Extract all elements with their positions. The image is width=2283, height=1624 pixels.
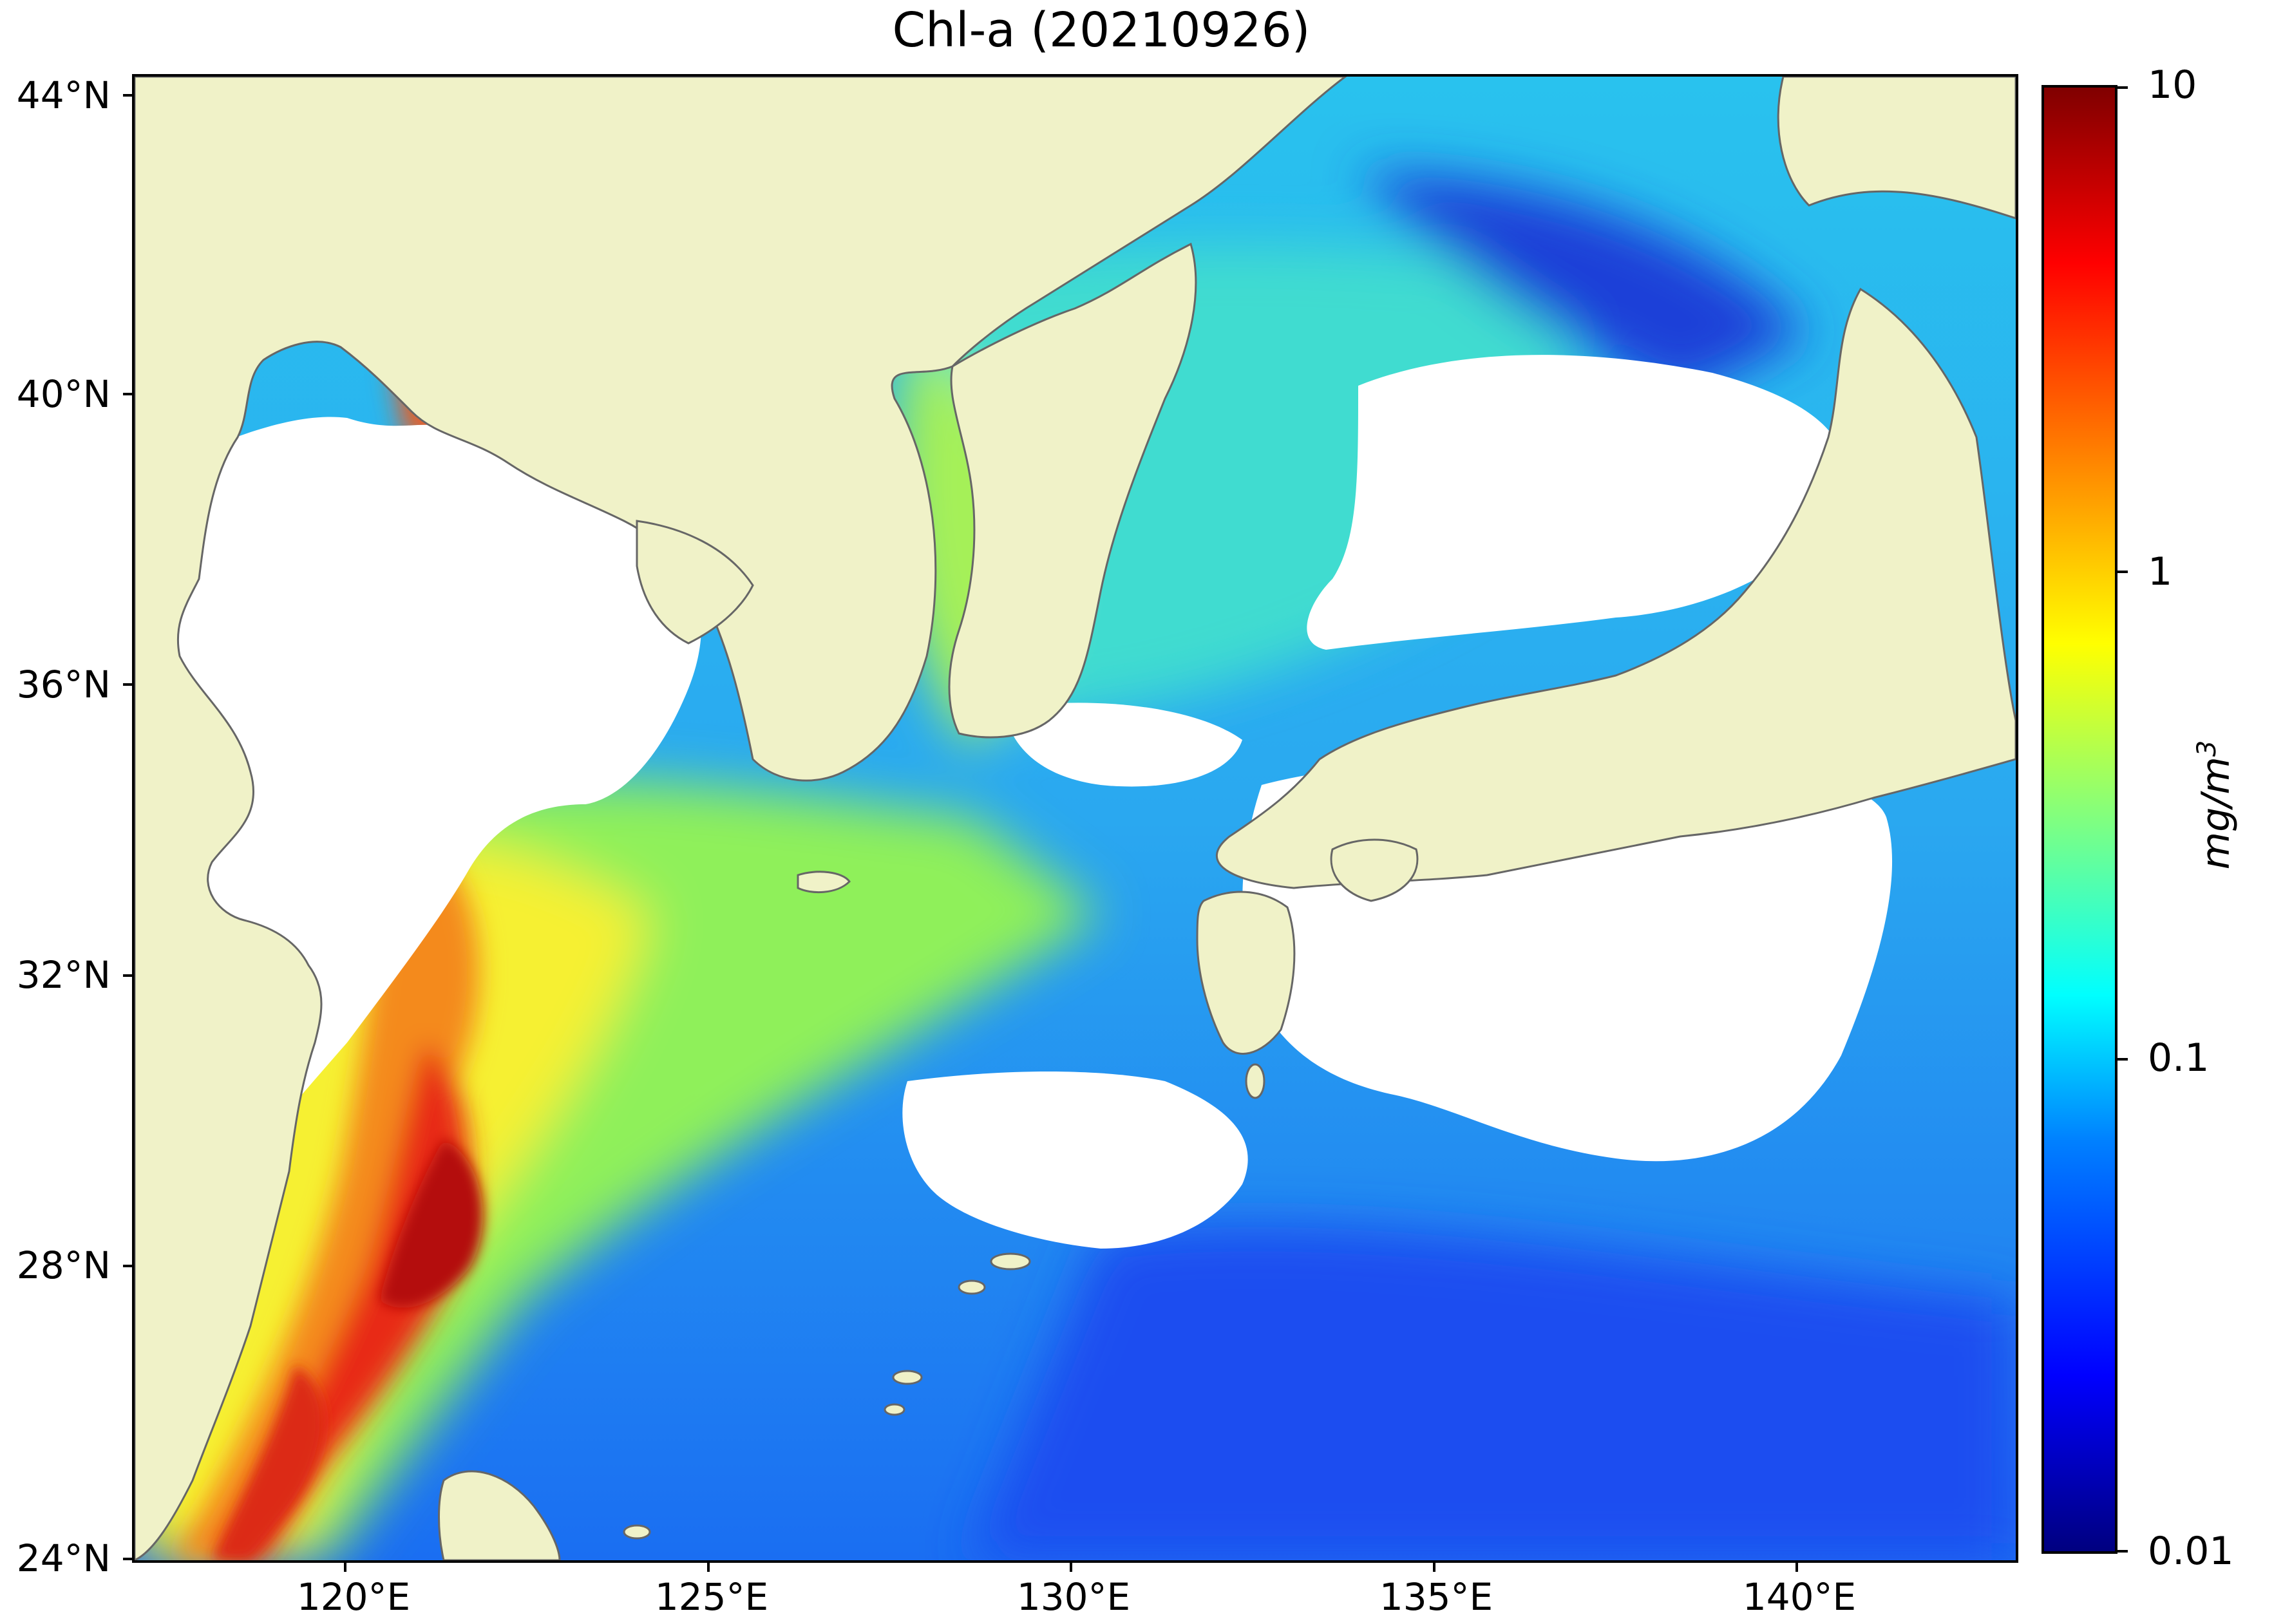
chlorophyll-map (132, 74, 2018, 1563)
land-china (135, 77, 1347, 1560)
lat-label: 36°N (16, 663, 111, 706)
plume-orange (173, 817, 479, 1560)
land-shandong (636, 520, 754, 645)
land-korea (948, 242, 1197, 739)
land-hokkaido (1777, 77, 2016, 220)
deep-blue-north (1358, 173, 1809, 399)
colorbar-tick-label: 1 (2148, 549, 2173, 594)
land-taiwan (438, 1470, 561, 1560)
cloud-korea-strait (1004, 703, 1242, 787)
land-honshu (1215, 287, 2016, 889)
lon-label: 120°E (296, 1575, 411, 1619)
land-jeju (797, 871, 851, 894)
cloud-east-china-sea (902, 1072, 1248, 1249)
colorbar-tick-label: 0.1 (2148, 1035, 2210, 1081)
lat-label: 24°N (16, 1536, 111, 1580)
plume-dark-red (379, 1139, 483, 1308)
lon-label: 125°E (654, 1575, 769, 1619)
lat-label: 44°N (16, 73, 111, 117)
lon-label: 130°E (1016, 1575, 1131, 1619)
colorbar-unit-label: mg/m3 (2192, 740, 2239, 870)
lon-label: 140°E (1742, 1575, 1857, 1619)
land-shikoku (1330, 838, 1419, 902)
lat-label: 28°N (16, 1243, 111, 1287)
lat-label: 40°N (16, 372, 111, 416)
taiwan-strait-red (212, 1364, 325, 1560)
deep-blue-south (972, 1227, 2016, 1560)
islands (623, 1063, 1265, 1540)
cloud-sea-of-japan (1307, 355, 1846, 650)
land-mask (135, 77, 2016, 1560)
lon-label: 135°E (1379, 1575, 1493, 1619)
colorbar-unit-exponent: 3 (2192, 740, 2222, 757)
lat-label: 32°N (16, 953, 111, 997)
colorbar-tick-label: 0.01 (2148, 1529, 2234, 1574)
map-title: Chl-a (20210926) (892, 3, 1311, 58)
colorbar (2041, 85, 2117, 1554)
land-kyushu (1196, 891, 1296, 1055)
plume-red (212, 1043, 470, 1560)
colorbar-tick-label: 10 (2148, 62, 2197, 108)
